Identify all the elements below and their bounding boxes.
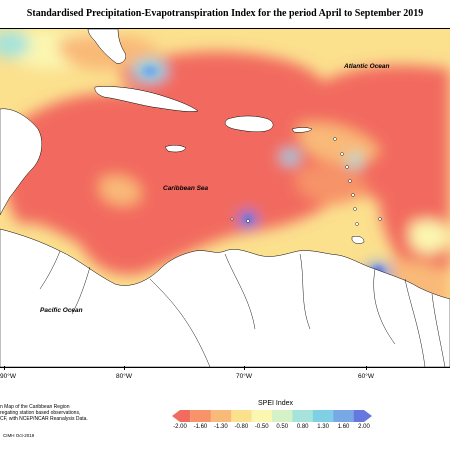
legend-title: SPEI Index xyxy=(258,400,294,407)
atlantic-ocean-label: Atlantic Ocean xyxy=(344,63,390,70)
legend-tick-label: 2.00 xyxy=(358,424,370,430)
legend-swatch xyxy=(333,410,355,422)
legend-swatch xyxy=(210,410,232,422)
tick-mark-70w xyxy=(244,366,245,370)
legend-tick-label: -1.60 xyxy=(193,424,208,430)
legend-tick-label: -1.30 xyxy=(214,424,228,430)
caption-line: CF, with NCEP/NCAR Reanalysis Data. xyxy=(0,416,88,423)
jamaica xyxy=(164,144,187,153)
caribbean-sea-label: Caribbean Sea xyxy=(163,185,209,192)
copyright-text: CIMH Oct-2019 xyxy=(3,433,35,438)
spei-map: Atlantic Ocean Caribbean Sea Pacific Oce… xyxy=(0,28,450,368)
caption-line: n Map of the Caribbean Region xyxy=(0,404,70,410)
borders xyxy=(39,250,446,367)
map-canvas xyxy=(0,29,450,367)
lesser-antilles xyxy=(230,137,382,226)
tick-label-80w: 80°W xyxy=(116,373,132,380)
cuba xyxy=(94,86,199,112)
legend-tick-label: -0.80 xyxy=(234,424,249,430)
map-caption: n Map of the Caribbean Region regating s… xyxy=(0,404,88,423)
trinidad xyxy=(351,235,365,244)
legend-swatch xyxy=(251,410,273,422)
legend-swatch xyxy=(353,410,372,422)
legend-swatch xyxy=(231,410,253,422)
legend-tick-label: 1.60 xyxy=(337,424,350,430)
legend-tick-label: 0.50 xyxy=(276,424,289,430)
tick-mark-90w xyxy=(4,366,5,370)
pacific-ocean-label: Pacific Ocean xyxy=(40,307,83,314)
legend-tick-label: -2.00 xyxy=(173,424,187,430)
caption-line: regating station based observations, xyxy=(0,410,81,417)
legend-tick-label: 0.80 xyxy=(296,424,309,430)
puerto-rico xyxy=(291,127,313,133)
yucatan xyxy=(0,108,43,216)
legend-colorbar xyxy=(172,410,372,422)
south-america xyxy=(0,228,450,367)
land-masses xyxy=(0,29,450,367)
map-title: Standardised Precipitation-Evapotranspir… xyxy=(26,8,424,19)
legend-tick-label: 1.30 xyxy=(317,424,329,430)
tick-label-60w: 60°W xyxy=(358,373,374,380)
legend-swatch xyxy=(272,410,293,422)
tick-label-70w: 70°W xyxy=(236,373,252,380)
legend-labels: -2.00 -1.60 -1.30 -0.80 -0.50 0.50 0.80 1.30 1.6… xyxy=(172,424,372,434)
florida xyxy=(87,29,126,64)
legend-swatch xyxy=(190,410,212,422)
legend-tick-label: -0.50 xyxy=(254,424,269,430)
legend-swatch xyxy=(312,410,334,422)
legend-swatch xyxy=(292,410,314,422)
hispaniola xyxy=(224,115,274,133)
tick-mark-80w xyxy=(124,366,125,370)
tick-mark-60w xyxy=(366,366,367,370)
legend-swatch xyxy=(172,410,191,422)
tick-label-90w: 90°W xyxy=(0,373,16,380)
